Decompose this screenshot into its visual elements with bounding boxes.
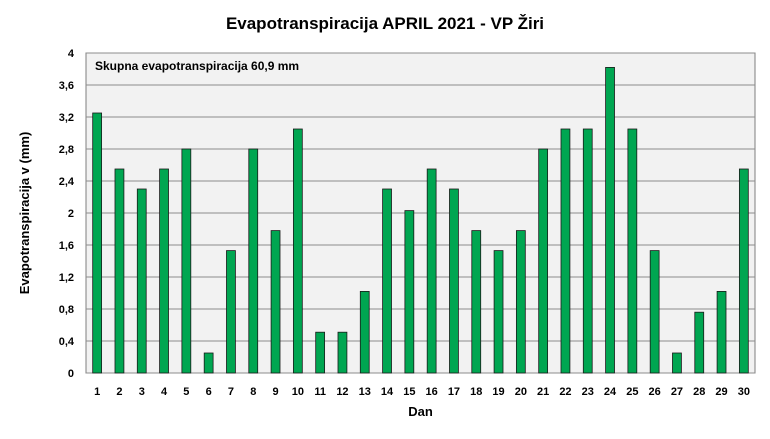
x-tick-label: 1 — [94, 386, 100, 398]
x-tick-label: 3 — [139, 386, 145, 398]
x-tick-label: 26 — [649, 386, 661, 398]
y-tick-labels: 0 0,4 0,8 1,2 1,6 2 2,4 2,8 3,2 3,6 4 — [59, 48, 75, 380]
bar-day-11 — [315, 331, 326, 374]
x-tick-label: 12 — [336, 386, 348, 398]
y-tick-label: 0 — [68, 368, 74, 380]
y-tick-label: 1,6 — [59, 240, 74, 252]
x-tick-label: 6 — [206, 386, 212, 398]
bar-day-19 — [493, 250, 504, 374]
x-tick-label: 4 — [161, 386, 168, 398]
bar-day-26 — [649, 250, 660, 374]
bar-day-5 — [181, 148, 192, 374]
x-tick-label: 13 — [359, 386, 371, 398]
x-tick-label: 25 — [626, 386, 638, 398]
x-tick-label: 24 — [604, 386, 617, 398]
bar-day-17 — [449, 188, 459, 374]
x-tick-label: 18 — [470, 386, 482, 398]
x-tick-label: 10 — [292, 386, 304, 398]
bar-day-30 — [738, 168, 749, 374]
bar-day-7 — [226, 250, 236, 374]
bar-day-28 — [694, 311, 705, 374]
bar-day-14 — [382, 188, 392, 374]
bar-day-21 — [538, 148, 549, 374]
bar-day-6 — [203, 352, 214, 374]
y-tick-label: 0,4 — [59, 336, 75, 348]
total-annotation: Skupna evapotranspiracija 60,9 mm — [95, 59, 299, 73]
bar-day-18 — [471, 230, 482, 374]
bar-day-9 — [270, 230, 281, 374]
y-tick-label: 4 — [68, 48, 75, 60]
y-tick-label: 2,4 — [59, 176, 75, 188]
x-tick-label: 17 — [448, 386, 460, 398]
x-tick-label: 7 — [228, 386, 234, 398]
chart-title: Evapotranspiracija APRIL 2021 - VP Žiri — [226, 14, 544, 33]
y-tick-label: 2 — [68, 208, 74, 220]
bar-day-16 — [426, 168, 437, 374]
x-tick-label: 22 — [559, 386, 571, 398]
x-tick-labels: 1 2 3 4 5 6 7 8 9 10 11 12 13 14 15 16 17 18 19 20 21 22 23 24 2… — [94, 386, 750, 398]
bar-day-12 — [337, 331, 348, 374]
bar-day-29 — [716, 290, 727, 374]
bar-day-15 — [404, 210, 415, 374]
x-tick-label: 29 — [715, 386, 727, 398]
x-tick-label: 20 — [515, 386, 527, 398]
bar-day-8 — [248, 148, 259, 374]
bar-day-1 — [92, 112, 103, 374]
x-tick-label: 30 — [738, 386, 750, 398]
bar-day-4 — [159, 168, 169, 374]
x-tick-label: 8 — [250, 386, 256, 398]
bars — [92, 67, 749, 374]
bar-day-20 — [515, 230, 526, 374]
x-tick-label: 5 — [183, 386, 189, 398]
bar-day-24 — [605, 67, 615, 374]
y-tick-label: 2,8 — [59, 144, 74, 156]
x-axis-label: Dan — [408, 404, 433, 419]
bar-day-27 — [672, 352, 682, 374]
x-tick-label: 27 — [671, 386, 683, 398]
y-tick-label: 1,2 — [59, 272, 74, 284]
x-tick-label: 15 — [403, 386, 415, 398]
x-tick-label: 14 — [381, 386, 394, 398]
bar-day-10 — [292, 128, 303, 374]
bar-day-22 — [560, 128, 571, 374]
bar-day-23 — [582, 128, 593, 374]
x-tick-label: 11 — [314, 386, 326, 398]
y-axis-label: Evapotranspiracija v (mm) — [17, 132, 32, 295]
x-tick-label: 28 — [693, 386, 705, 398]
y-tick-label: 0,8 — [59, 304, 74, 316]
x-tick-label: 2 — [116, 386, 122, 398]
bar-day-2 — [114, 168, 125, 374]
gridlines — [86, 52, 755, 374]
x-tick-label: 23 — [582, 386, 594, 398]
bar-day-3 — [136, 188, 147, 374]
x-tick-label: 19 — [492, 386, 504, 398]
y-tick-label: 3,2 — [59, 112, 74, 124]
bar-day-13 — [359, 290, 370, 374]
x-tick-label: 9 — [272, 386, 278, 398]
x-tick-label: 16 — [426, 386, 438, 398]
bar-day-25 — [627, 128, 638, 374]
y-tick-label: 3,6 — [59, 80, 74, 92]
x-tick-label: 21 — [537, 386, 549, 398]
